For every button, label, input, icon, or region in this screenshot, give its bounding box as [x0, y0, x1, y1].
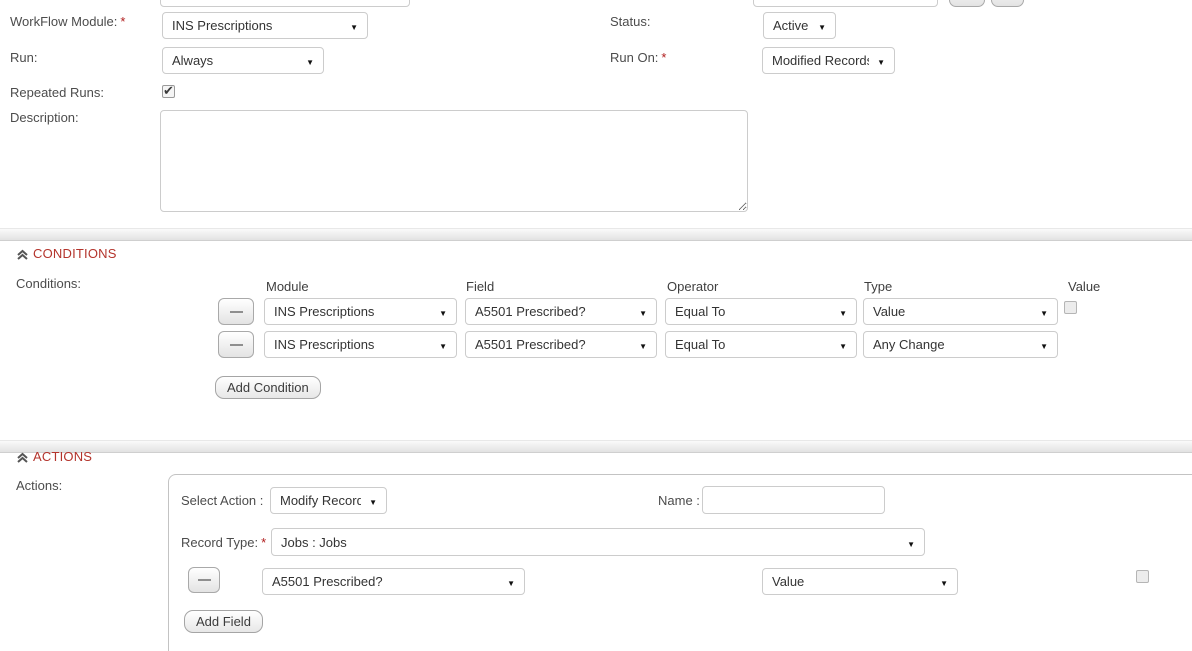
- caret-down-icon: [639, 304, 647, 319]
- top-toolbar-button-1-partial[interactable]: [949, 0, 985, 7]
- required-asterisk: *: [661, 50, 667, 65]
- caret-down-icon: [639, 337, 647, 352]
- top-right-input-partial[interactable]: [753, 0, 938, 7]
- run-select[interactable]: Always: [162, 47, 324, 74]
- condition-field-select[interactable]: A5501 Prescribed?: [465, 298, 657, 325]
- caret-down-icon: [1040, 337, 1048, 352]
- status-select[interactable]: Active: [763, 12, 836, 39]
- minus-icon: [198, 579, 211, 581]
- run-label: Run:: [10, 50, 38, 65]
- condition-value-checkbox[interactable]: [1064, 301, 1077, 314]
- caret-down-icon: [940, 574, 948, 589]
- action-field-select[interactable]: A5501 Prescribed?: [262, 568, 525, 595]
- run-on-label: Run On: *: [610, 50, 667, 65]
- condition-field-select[interactable]: A5501 Prescribed?: [465, 331, 657, 358]
- condition-type-select[interactable]: Value: [863, 298, 1058, 325]
- description-label: Description:: [10, 110, 79, 125]
- caret-down-icon: [507, 574, 515, 589]
- required-asterisk: *: [120, 14, 126, 29]
- conditions-label: Conditions:: [16, 276, 82, 291]
- condition-module-select[interactable]: INS Prescriptions: [264, 298, 457, 325]
- caret-down-icon: [818, 18, 826, 33]
- select-action-label: Select Action :: [181, 493, 264, 508]
- record-type-label: Record Type: *: [181, 535, 267, 550]
- top-toolbar-button-2-partial[interactable]: [991, 0, 1024, 7]
- actions-label: Actions:: [16, 478, 63, 493]
- caret-down-icon: [369, 493, 377, 508]
- caret-down-icon: [907, 535, 915, 550]
- action-field-value-checkbox[interactable]: [1136, 570, 1149, 583]
- run-on-select[interactable]: Modified Records: [762, 47, 895, 74]
- status-label: Status:: [610, 14, 651, 29]
- add-condition-button[interactable]: Add Condition: [215, 376, 321, 399]
- record-type-select[interactable]: Jobs : Jobs: [271, 528, 925, 556]
- minus-icon: [230, 343, 243, 346]
- action-name-label: Name :: [658, 493, 700, 508]
- caret-down-icon: [439, 304, 447, 319]
- remove-field-button[interactable]: [188, 567, 220, 593]
- remove-condition-button[interactable]: [218, 331, 254, 358]
- column-header-value: Value: [1068, 279, 1101, 294]
- collapse-conditions-icon[interactable]: [16, 248, 29, 261]
- condition-operator-select[interactable]: Equal To: [665, 331, 857, 358]
- required-asterisk: *: [261, 535, 267, 550]
- column-header-operator: Operator: [667, 279, 719, 294]
- repeated-runs-checkbox[interactable]: [162, 83, 175, 99]
- condition-module-select[interactable]: INS Prescriptions: [264, 331, 457, 358]
- column-header-field: Field: [466, 279, 495, 294]
- minus-icon: [230, 310, 243, 313]
- description-textarea[interactable]: [160, 110, 748, 212]
- actions-section-title: ACTIONS: [33, 449, 93, 464]
- column-header-type: Type: [864, 279, 893, 294]
- caret-down-icon: [439, 337, 447, 352]
- caret-down-icon: [306, 53, 314, 68]
- section-divider: [0, 228, 1192, 241]
- column-header-module: Module: [266, 279, 309, 294]
- condition-operator-select[interactable]: Equal To: [665, 298, 857, 325]
- collapse-actions-icon[interactable]: [16, 451, 29, 464]
- caret-down-icon: [350, 18, 358, 33]
- add-field-button[interactable]: Add Field: [184, 610, 263, 633]
- caret-down-icon: [839, 337, 847, 352]
- remove-condition-button[interactable]: [218, 298, 254, 325]
- workflow-module-select[interactable]: INS Prescriptions: [162, 12, 368, 39]
- action-name-input[interactable]: [702, 486, 885, 514]
- repeated-runs-label: Repeated Runs:: [10, 85, 104, 100]
- workflow-name-input-partial[interactable]: [160, 0, 410, 7]
- section-divider: [0, 440, 1192, 453]
- caret-down-icon: [877, 53, 885, 68]
- caret-down-icon: [1040, 304, 1048, 319]
- conditions-section-title: CONDITIONS: [33, 246, 117, 261]
- caret-down-icon: [839, 304, 847, 319]
- condition-type-select[interactable]: Any Change: [863, 331, 1058, 358]
- action-field-type-select[interactable]: Value: [762, 568, 958, 595]
- select-action-select[interactable]: Modify Record: [270, 487, 387, 514]
- workflow-module-label: WorkFlow Module: *: [10, 14, 126, 29]
